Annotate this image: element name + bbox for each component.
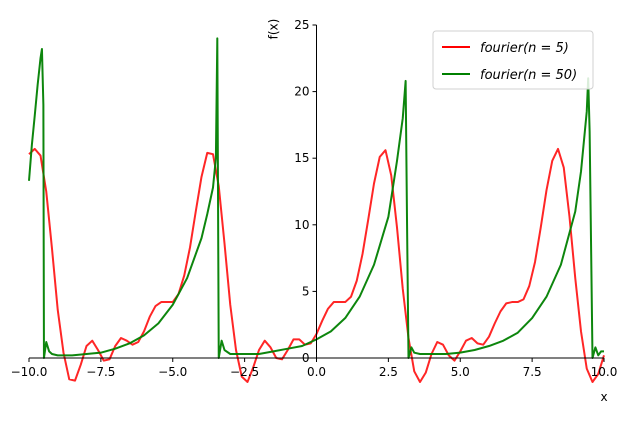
x-tick-label: 5.0 <box>451 365 470 379</box>
axes-layer: −10.0 −7.5 −5.0 −2.5 0.0 2.5 5.0 7.5 10.0 0 5 10 15… <box>11 18 618 404</box>
y-tick-label: 20 <box>294 85 309 99</box>
legend-label-n50: fourier(n = 50) <box>480 68 577 83</box>
x-tick-label: 0.0 <box>307 365 326 379</box>
x-tick-label: −10.0 <box>11 365 48 379</box>
y-tick-label: 0 <box>302 351 310 365</box>
legend: fourier(n = 5) fourier(n = 50) <box>432 30 594 90</box>
y-axis-title: f(x) <box>267 19 281 40</box>
x-tick-label: 7.5 <box>523 365 542 379</box>
x-ticks: −10.0 −7.5 −5.0 −2.5 0.0 2.5 5.0 7.5 10.0 <box>11 358 618 379</box>
y-tick-label: 25 <box>294 18 309 32</box>
y-tick-label: 15 <box>294 151 309 165</box>
legend-label-n5: fourier(n = 5) <box>480 41 569 56</box>
x-tick-label: −5.0 <box>158 365 187 379</box>
x-tick-label: 10.0 <box>591 365 618 379</box>
y-tick-label: 5 <box>302 284 310 298</box>
y-tick-label: 10 <box>294 218 309 232</box>
x-tick-label: 2.5 <box>379 365 398 379</box>
y-ticks: 0 5 10 15 20 25 <box>294 18 317 365</box>
x-tick-label: −2.5 <box>230 365 259 379</box>
legend-box <box>432 30 594 90</box>
x-tick-label: −7.5 <box>86 365 115 379</box>
x-axis-title: x <box>600 390 607 404</box>
series-line-n50 <box>28 37 604 359</box>
